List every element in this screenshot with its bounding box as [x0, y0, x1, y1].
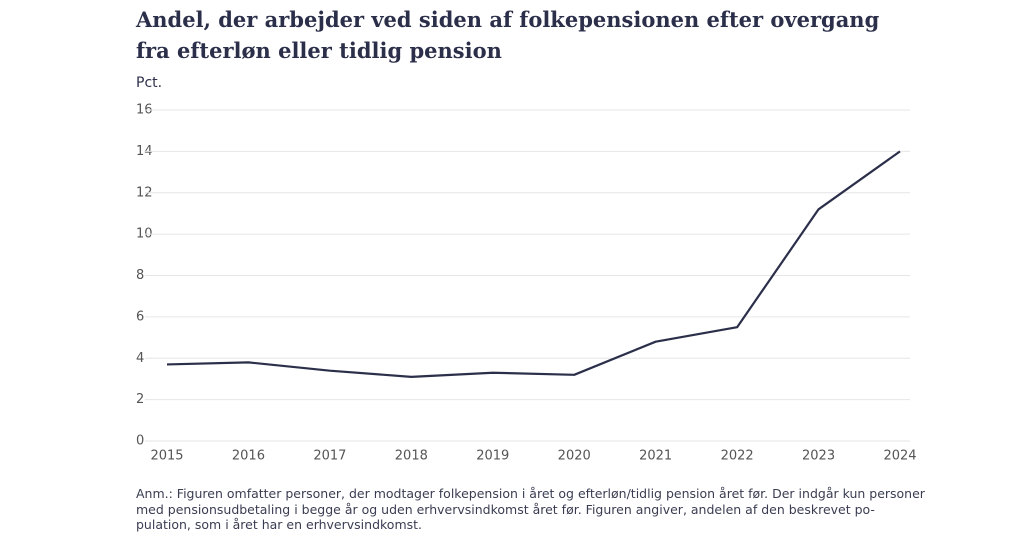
- y-axis-label: Pct.: [136, 75, 162, 91]
- y-tick-label: 12: [136, 185, 153, 200]
- note: Anm.: Figuren omfatter personer, der mod…: [136, 486, 925, 532]
- x-tick-label: 2018: [395, 449, 428, 464]
- y-tick-label: 16: [136, 103, 153, 118]
- x-tick-label: 2024: [883, 449, 916, 464]
- y-tick-label: 6: [136, 309, 144, 324]
- x-tick-label: 2023: [802, 449, 835, 464]
- x-tick-label: 2015: [150, 449, 183, 464]
- x-tick-label: 2019: [476, 449, 509, 464]
- y-tick-label: 2: [136, 392, 144, 407]
- data-line: [166, 150, 901, 378]
- x-tick-label: 2016: [232, 449, 265, 464]
- x-tick-label: 2020: [558, 449, 591, 464]
- y-tick-label: 4: [136, 351, 144, 366]
- chart-title: Andel, der arbejder ved siden af folkepe…: [136, 7, 880, 63]
- x-tick-label: 2021: [639, 449, 672, 464]
- x-tick-label: 2017: [313, 449, 346, 464]
- x-tick-label: 2022: [721, 449, 754, 464]
- chart: Pct. 0 2 4 6 8 10 12 14 16 2015 2016 2017 2018 2019 20…: [136, 75, 917, 464]
- y-tick-label: 10: [136, 227, 153, 242]
- y-tick-label: 14: [136, 144, 153, 159]
- y-tick-label: 0: [136, 434, 144, 449]
- y-tick-label: 8: [136, 268, 144, 283]
